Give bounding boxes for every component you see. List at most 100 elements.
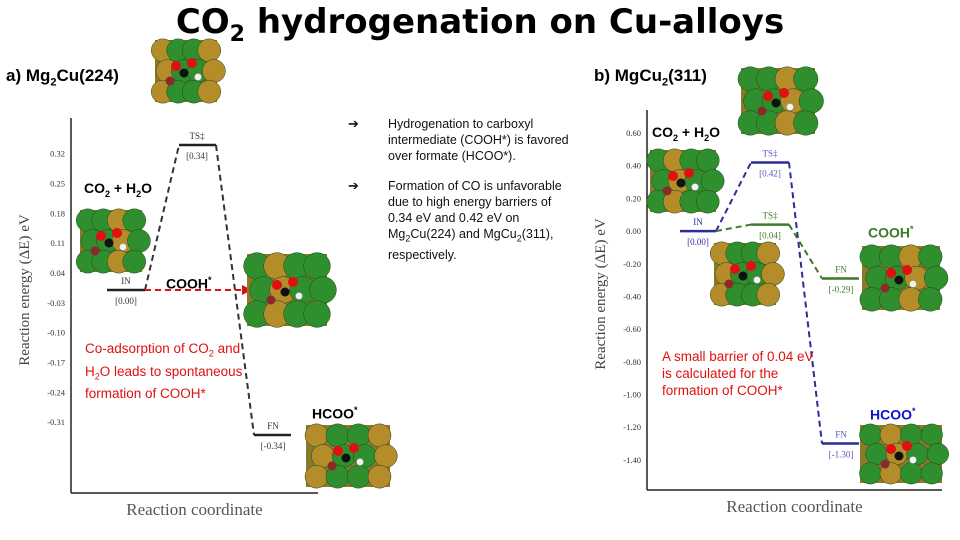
label-b-co2-h2o: CO2 + H2O — [652, 124, 720, 143]
cu-atom — [197, 38, 221, 63]
path-ts-fn — [215, 144, 255, 436]
snapshot-a-cooh — [243, 252, 337, 328]
y-tick-label: 0.18 — [50, 208, 65, 218]
y-tick-label: 0.04 — [50, 268, 66, 278]
a-fn-state-name: FN — [267, 421, 279, 431]
cu-atom — [761, 262, 785, 286]
carbon-atom — [738, 271, 748, 281]
oxygen-atom — [668, 171, 678, 181]
oxygen-atom — [763, 91, 773, 101]
a-ts-state-value: [0.34] — [186, 151, 208, 161]
oxygen-atom — [349, 443, 359, 453]
b-fn-hcoo-state-name: FN — [835, 429, 847, 439]
bullet-item: ➔ Hydrogenation to carboxyl intermediate … — [348, 116, 569, 163]
hydrogen-atom — [691, 183, 699, 191]
y-tick-label: -1.00 — [623, 389, 641, 399]
y-tick-label: -1.20 — [623, 422, 641, 432]
oxygen-atom — [757, 106, 767, 116]
y-tick-label: -0.40 — [623, 291, 641, 301]
cu-atom — [756, 241, 780, 266]
note-b: A small barrier of 0.04 eV is calculated… — [662, 349, 814, 398]
oxygen-atom — [96, 231, 106, 241]
oxygen-atom — [886, 444, 896, 454]
mg-atom — [309, 276, 337, 304]
oxygen-atom — [288, 277, 298, 287]
b-ts-cooh-state-value: [0.04] — [759, 231, 781, 241]
bullet-list: ➔ Hydrogenation to carboxyl intermediate … — [348, 116, 578, 277]
cu-atom — [304, 464, 329, 489]
page-title: CO2 hydrogenation on Cu-alloys — [175, 2, 785, 47]
path-in-ts-cooh — [715, 223, 752, 233]
mg-atom — [696, 148, 720, 173]
label-b-hcoo: HCOO* — [870, 406, 916, 423]
oxygen-atom — [165, 76, 175, 86]
carbon-atom — [179, 68, 189, 78]
oxygen-atom — [724, 279, 734, 289]
oxygen-atom — [779, 88, 789, 98]
mg-atom — [122, 208, 146, 233]
mg-atom — [346, 423, 371, 448]
mg-atom — [303, 300, 331, 328]
hydrogen-atom — [909, 456, 917, 464]
a-in-state-value: [0.00] — [115, 296, 137, 306]
b-ts-hcoo-state-value: [0.42] — [759, 168, 781, 178]
path-in-ts-hcoo — [715, 162, 752, 232]
mg-atom — [918, 244, 943, 269]
oxygen-atom — [880, 283, 890, 293]
mg-atom — [303, 252, 331, 280]
carbon-atom — [280, 287, 290, 297]
hydrogen-atom — [295, 292, 303, 300]
mg-atom — [325, 423, 350, 448]
mg-atom — [859, 423, 882, 446]
a-fn-state-value: [-0.34] — [261, 441, 286, 451]
b-fn-hcoo-state-value: [-1.30] — [829, 449, 854, 459]
mg-atom — [926, 442, 949, 466]
mg-atom — [900, 423, 923, 446]
y-tick-label: -0.20 — [623, 259, 641, 269]
y-tick-label: 0.20 — [626, 193, 641, 203]
oxygen-atom — [902, 265, 912, 275]
a-in-state-name: IN — [121, 276, 131, 286]
y-tick-label: 0.32 — [50, 149, 65, 159]
oxygen-atom — [662, 186, 672, 196]
b-ts-cooh-state-name: TS‡ — [762, 211, 778, 221]
mg-atom — [793, 66, 819, 92]
oxygen-atom — [730, 264, 740, 274]
label-a-cooh: COOH* — [166, 275, 212, 292]
cu-atom — [374, 444, 398, 468]
y-tick-label: -1.40 — [623, 455, 641, 465]
cu-atom — [756, 282, 780, 307]
snapshot-a-in — [76, 208, 151, 274]
snapshot-b-cooh-ts — [710, 241, 785, 307]
y-tick-label: 0.25 — [50, 178, 65, 188]
oxygen-atom — [112, 228, 122, 238]
y-tick-label: 0.00 — [626, 226, 641, 236]
b-in-state-name: IN — [693, 217, 703, 227]
cu-atom — [367, 423, 392, 448]
mg-atom — [127, 229, 151, 253]
hydrogen-atom — [753, 276, 761, 284]
mg-atom — [923, 265, 949, 291]
label-a-co2-h2o: CO2 + H2O — [84, 180, 152, 199]
carbon-atom — [676, 178, 686, 188]
oxygen-atom — [266, 295, 276, 305]
snapshot-b-cooh — [859, 244, 949, 312]
mg-atom — [920, 423, 943, 446]
y-tick-label: -0.03 — [47, 298, 65, 308]
y-tick-label: -0.60 — [623, 324, 641, 334]
oxygen-atom — [880, 459, 890, 469]
path-ts-fn-hcoo — [788, 162, 823, 444]
mg-atom — [859, 462, 882, 485]
oxygen-atom — [902, 441, 912, 451]
mg-atom — [918, 287, 943, 312]
snapshot-b-ts — [737, 66, 824, 136]
mg-atom — [920, 462, 943, 485]
y-axis-label: Reaction energy (ΔE) eV — [593, 218, 609, 370]
b-in-state-value: [0.00] — [687, 237, 709, 247]
note-a: Co-adsorption of CO2 and H2O leads to sp… — [85, 341, 243, 402]
label-a-hcoo: HCOO* — [312, 405, 358, 422]
b-fn-cooh-state-name: FN — [835, 264, 847, 274]
cu-atom — [879, 423, 902, 446]
label-b-cooh: COOH* — [868, 224, 914, 241]
y-tick-label: -0.24 — [47, 387, 65, 397]
